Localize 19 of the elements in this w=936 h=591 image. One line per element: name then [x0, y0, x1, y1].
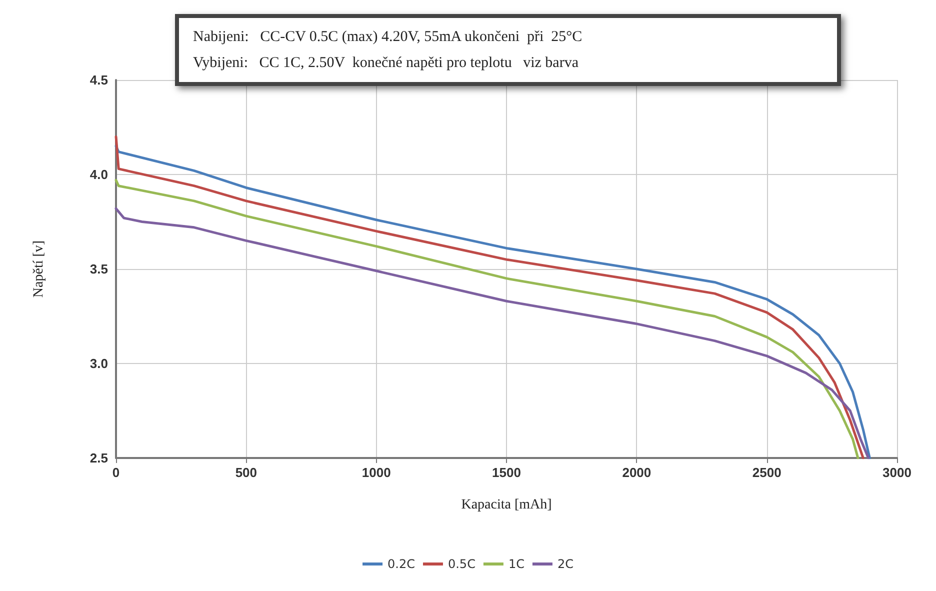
x-tick-label: 1000: [362, 465, 391, 480]
y-tick-label: 4.0: [90, 167, 108, 182]
x-axis-title: Kapacita [mAh]: [461, 498, 552, 512]
legend-label: 0.2C: [388, 557, 415, 571]
y-axis-title: Napětí [v]: [32, 240, 46, 298]
y-tick-label: 2.5: [90, 450, 108, 466]
y-tick-label: 4.5: [90, 72, 108, 88]
x-tick-label: 1500: [492, 465, 521, 480]
x-tick-label: 2000: [622, 465, 652, 480]
x-tick-label: 2500: [752, 465, 782, 480]
y-tick-label: 3.0: [90, 356, 108, 371]
x-tick-label: 3000: [882, 465, 912, 480]
x-tick-label: 0: [112, 465, 120, 480]
x-tick-label: 500: [235, 465, 258, 480]
legend-label: 2C: [557, 557, 574, 571]
legend-label: 1C: [508, 557, 524, 571]
legend-label: 0.5C: [448, 557, 476, 571]
y-tick-label: 3.5: [90, 262, 108, 276]
note-box: Nabijeni: CC-CV 0.5C (max) 4.20V, 55mA ukončeni při 25°C Vybijeni: CC 1C, 2.50V konečné napěti pro teplotu viz barva: [175, 14, 841, 86]
